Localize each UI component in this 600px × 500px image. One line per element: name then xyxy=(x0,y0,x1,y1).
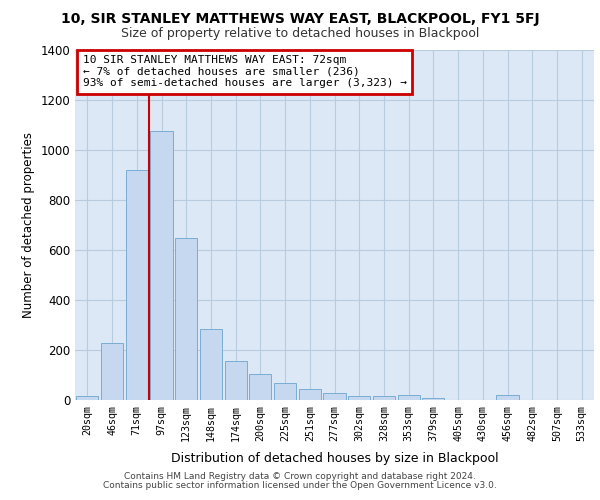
X-axis label: Distribution of detached houses by size in Blackpool: Distribution of detached houses by size … xyxy=(170,452,499,465)
Text: Contains public sector information licensed under the Open Government Licence v3: Contains public sector information licen… xyxy=(103,481,497,490)
Bar xyxy=(175,238,197,400)
Bar xyxy=(274,382,296,400)
Text: Contains HM Land Registry data © Crown copyright and database right 2024.: Contains HM Land Registry data © Crown c… xyxy=(124,472,476,481)
Bar xyxy=(496,395,518,400)
Bar xyxy=(224,361,247,400)
Text: 10 SIR STANLEY MATTHEWS WAY EAST: 72sqm
← 7% of detached houses are smaller (236: 10 SIR STANLEY MATTHEWS WAY EAST: 72sqm … xyxy=(83,56,407,88)
Bar xyxy=(373,396,395,400)
Bar xyxy=(422,398,445,400)
Bar xyxy=(151,132,173,400)
Bar xyxy=(101,343,123,400)
Y-axis label: Number of detached properties: Number of detached properties xyxy=(22,132,35,318)
Text: Size of property relative to detached houses in Blackpool: Size of property relative to detached ho… xyxy=(121,28,479,40)
Bar xyxy=(323,392,346,400)
Text: 10, SIR STANLEY MATTHEWS WAY EAST, BLACKPOOL, FY1 5FJ: 10, SIR STANLEY MATTHEWS WAY EAST, BLACK… xyxy=(61,12,539,26)
Bar xyxy=(76,396,98,400)
Bar xyxy=(299,389,321,400)
Bar xyxy=(249,374,271,400)
Bar xyxy=(398,395,420,400)
Bar xyxy=(348,396,370,400)
Bar xyxy=(200,329,222,400)
Bar xyxy=(125,170,148,400)
